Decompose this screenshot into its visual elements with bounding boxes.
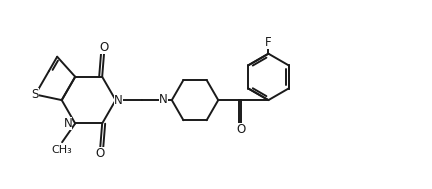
Text: O: O	[237, 123, 246, 136]
Text: F: F	[265, 36, 272, 49]
Text: O: O	[95, 146, 105, 160]
Text: N: N	[64, 117, 72, 130]
Text: CH₃: CH₃	[52, 145, 73, 155]
Text: O: O	[99, 41, 109, 54]
Text: N: N	[114, 94, 123, 107]
Text: N: N	[159, 93, 168, 106]
Text: S: S	[32, 88, 39, 101]
